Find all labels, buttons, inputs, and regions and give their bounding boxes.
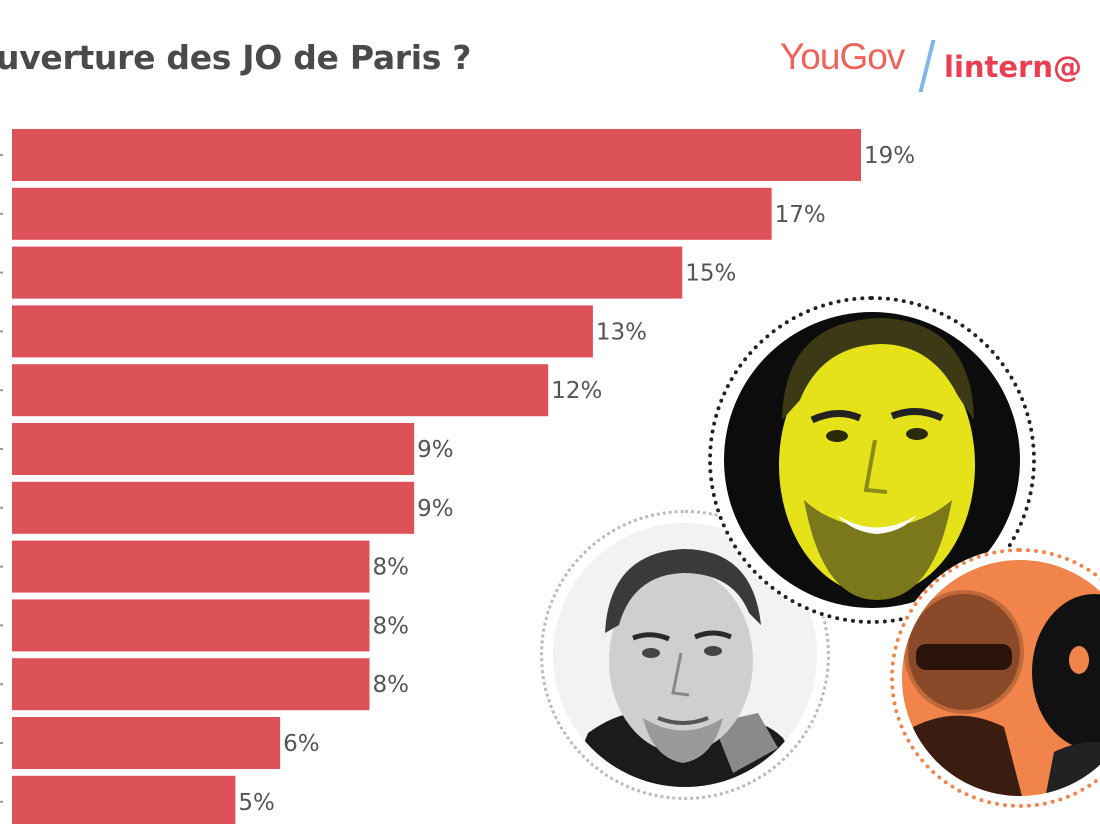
bar-value-label: 9%	[417, 437, 454, 463]
axis-tick	[0, 448, 3, 450]
bar	[12, 599, 370, 652]
axis-tick	[0, 330, 3, 333]
axis-tick	[0, 742, 3, 744]
bar-value-label: 8%	[372, 613, 409, 639]
bar	[12, 129, 861, 181]
bar-value-label: 19%	[864, 143, 915, 169]
bar	[12, 364, 549, 417]
orange-portrait-image	[902, 560, 1100, 796]
partner-logo-text: lintern@	[944, 50, 1083, 84]
bar	[12, 717, 281, 769]
bar-value-label: 8%	[372, 672, 409, 698]
bar-value-label: 6%	[283, 731, 320, 757]
bar	[12, 305, 593, 358]
bar	[12, 658, 370, 711]
yougov-logo-text: YouGov	[780, 36, 905, 77]
axis-tick	[0, 800, 3, 803]
axis-tick	[0, 683, 3, 686]
axis-tick	[0, 271, 3, 274]
axis-tick	[0, 565, 3, 568]
bar-value-label: 5%	[238, 790, 275, 816]
axis-tick	[0, 506, 3, 509]
bar-value-label: 13%	[596, 319, 647, 345]
axis-tick	[0, 154, 3, 156]
page-title: uverture des JO de Paris ?	[0, 38, 472, 77]
bar	[12, 423, 415, 475]
axis-tick	[0, 624, 3, 627]
helmets-orange-portrait	[890, 548, 1100, 808]
bar	[12, 540, 370, 593]
axis-tick	[0, 389, 3, 392]
bar	[12, 481, 415, 534]
bar	[12, 187, 772, 240]
bar-value-label: 9%	[417, 496, 454, 522]
bar	[12, 775, 236, 824]
bar-value-label: 8%	[372, 555, 409, 581]
bar-value-label: 15%	[685, 261, 736, 287]
yellow-portrait-image	[724, 312, 1020, 608]
bar-value-label: 17%	[775, 202, 826, 228]
grayscale-portrait-image	[553, 523, 817, 787]
axis-tick	[0, 212, 3, 215]
bar-value-label: 12%	[551, 378, 602, 404]
bar	[12, 246, 683, 299]
man-grayscale-portrait	[540, 510, 830, 800]
